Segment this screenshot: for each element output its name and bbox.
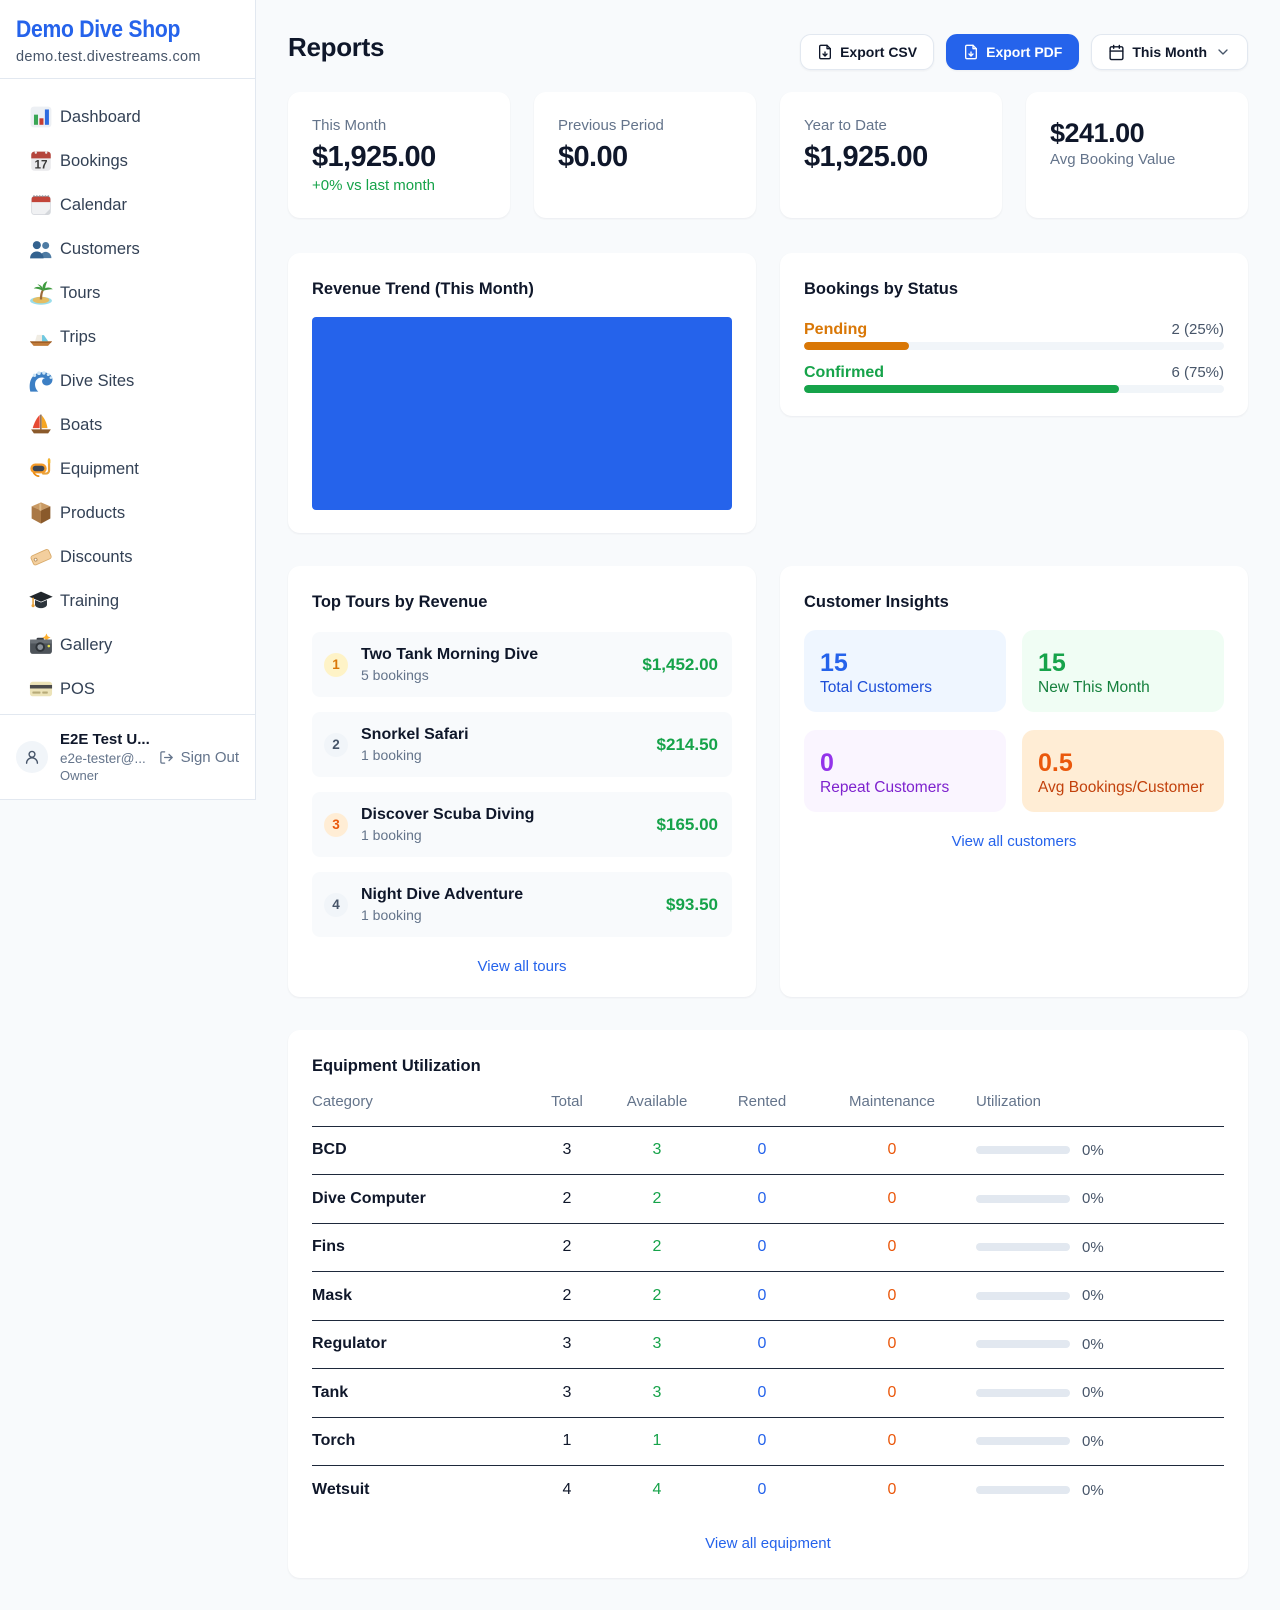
- svg-text:17: 17: [34, 158, 47, 171]
